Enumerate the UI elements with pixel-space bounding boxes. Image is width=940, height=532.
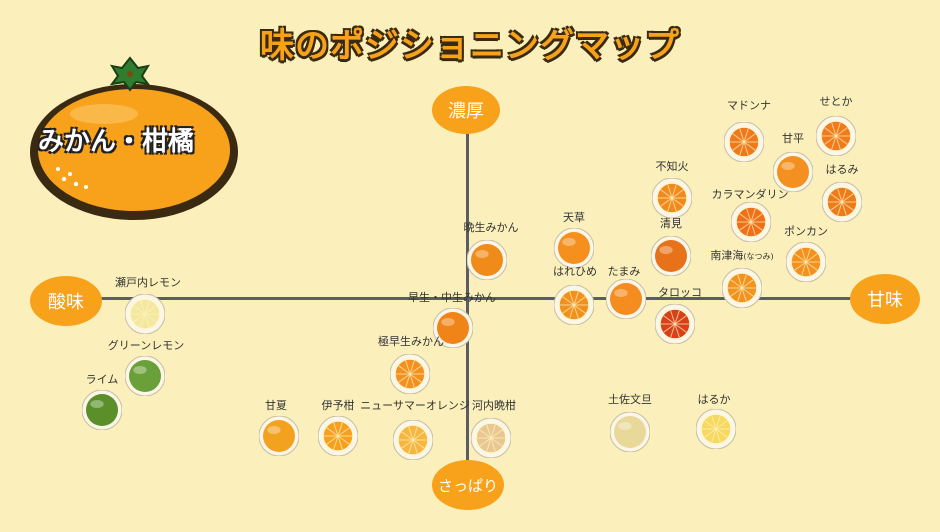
- citrus-name: 南津海: [710, 249, 744, 262]
- axis-label-left: 酸味: [30, 276, 102, 326]
- citrus-name: 甘夏: [265, 399, 287, 412]
- citrus-name: せとか: [819, 95, 853, 108]
- axis-label-bottom: さっぱり: [432, 460, 504, 510]
- citrus-note: (なつみ): [743, 252, 774, 261]
- citrus-photo: [773, 152, 813, 192]
- citrus-photo: [125, 294, 165, 334]
- citrus-photo: [554, 228, 594, 268]
- citrus-label: たまみ: [608, 263, 641, 279]
- citrus-label: 河内晩柑: [472, 397, 516, 413]
- citrus-label: カラマンダリン: [712, 186, 789, 202]
- citrus-name: 瀬戸内レモン: [115, 276, 181, 289]
- citrus-photo: [467, 240, 507, 280]
- citrus-photo: [259, 416, 299, 456]
- citrus-label: 土佐文旦: [608, 391, 652, 407]
- axis-label-right: 甘味: [850, 274, 920, 324]
- citrus-photo: [655, 304, 695, 344]
- citrus-name: 河内晩柑: [472, 399, 516, 412]
- citrus-label: 極早生みかん: [378, 333, 444, 349]
- page-title: 味のポジショニングマップ: [260, 26, 680, 66]
- citrus-name: カラマンダリン: [711, 188, 789, 201]
- citrus-name: 不知火: [655, 160, 689, 173]
- citrus-label: 晩生みかん: [464, 219, 519, 235]
- citrus-name: ニューサマーオレンジ: [360, 399, 470, 412]
- citrus-photo: [610, 412, 650, 452]
- citrus-photo: [471, 418, 511, 458]
- citrus-label: 不知火: [656, 158, 689, 174]
- citrus-photo: [816, 116, 856, 156]
- citrus-photo: [82, 390, 122, 430]
- citrus-label: 清見: [660, 215, 682, 231]
- citrus-name: マドンナ: [727, 99, 771, 112]
- citrus-name: ライム: [85, 373, 119, 386]
- citrus-photo: [606, 279, 646, 319]
- horizontal-axis: [80, 297, 880, 300]
- citrus-label: 早生・中生みかん: [408, 289, 496, 305]
- citrus-name: 甘平: [782, 132, 804, 145]
- citrus-label: タロッコ: [658, 284, 702, 300]
- citrus-label: 天草: [563, 209, 585, 225]
- citrus-name: グリーンレモン: [107, 339, 185, 352]
- citrus-label: 甘夏: [265, 397, 287, 413]
- citrus-photo: [731, 202, 771, 242]
- citrus-label: マドンナ: [727, 97, 771, 113]
- citrus-name: はれひめ: [553, 265, 597, 278]
- citrus-label: ニューサマーオレンジ: [360, 397, 470, 413]
- citrus-name: はるか: [697, 393, 731, 406]
- citrus-name: 天草: [563, 211, 585, 224]
- citrus-label: ポンカン: [784, 223, 828, 239]
- citrus-label: せとか: [820, 93, 853, 109]
- citrus-label: 伊予柑: [322, 397, 355, 413]
- citrus-name: 早生・中生みかん: [408, 291, 496, 304]
- citrus-label: はるみ: [826, 161, 859, 177]
- citrus-photo: [393, 420, 433, 460]
- citrus-label: グリーンレモン: [108, 337, 184, 353]
- citrus-label: 瀬戸内レモン: [115, 274, 181, 290]
- orange-logo: [26, 54, 246, 228]
- citrus-photo: [722, 268, 762, 308]
- citrus-name: 伊予柑: [321, 399, 355, 412]
- citrus-name: 晩生みかん: [463, 221, 519, 234]
- citrus-name: ポンカン: [784, 225, 828, 238]
- category-title: みかん・柑橘: [38, 127, 195, 157]
- axis-label-top: 濃厚: [432, 86, 500, 134]
- citrus-name: はるみ: [825, 163, 859, 176]
- citrus-photo: [125, 356, 165, 396]
- citrus-photo: [696, 409, 736, 449]
- citrus-photo: [652, 178, 692, 218]
- citrus-name: たまみ: [607, 265, 641, 278]
- citrus-label: はれひめ: [553, 263, 597, 279]
- citrus-photo: [786, 242, 826, 282]
- citrus-name: タロッコ: [658, 286, 702, 299]
- citrus-name: 清見: [660, 217, 682, 230]
- citrus-name: 土佐文旦: [608, 393, 652, 406]
- vertical-axis: [466, 118, 469, 488]
- citrus-photo: [724, 122, 764, 162]
- citrus-label: 甘平: [782, 130, 804, 146]
- citrus-name: 極早生みかん: [378, 335, 444, 348]
- citrus-photo: [390, 354, 430, 394]
- citrus-label: 南津海(なつみ): [710, 247, 773, 263]
- citrus-photo: [651, 236, 691, 276]
- citrus-label: はるか: [698, 391, 731, 407]
- citrus-label: ライム: [86, 371, 119, 387]
- citrus-photo: [822, 182, 862, 222]
- citrus-photo: [318, 416, 358, 456]
- citrus-photo: [433, 308, 473, 348]
- citrus-photo: [554, 285, 594, 325]
